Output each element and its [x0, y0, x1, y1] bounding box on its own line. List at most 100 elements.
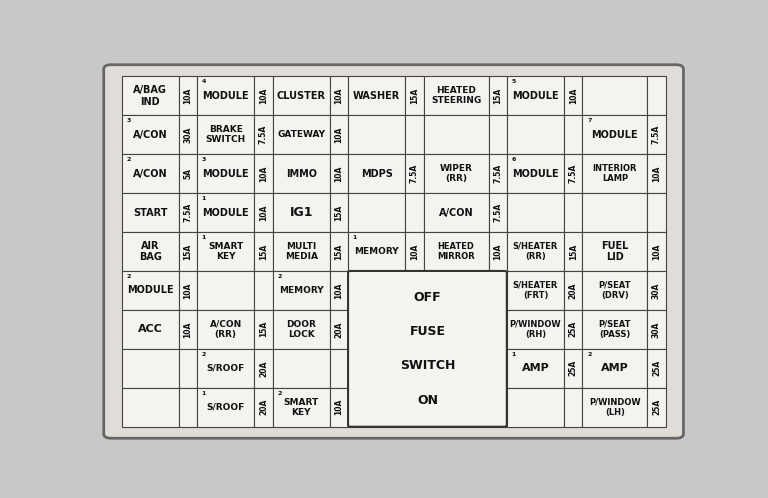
Bar [564, 349, 582, 388]
Bar [406, 115, 423, 154]
Bar [348, 193, 406, 232]
Text: IMMO: IMMO [286, 169, 316, 179]
Text: 1: 1 [202, 235, 206, 240]
Text: 25A: 25A [568, 360, 578, 376]
Bar [179, 388, 197, 427]
Text: 10A: 10A [334, 88, 343, 104]
Bar [507, 76, 564, 115]
Text: INTERIOR
LAMP: INTERIOR LAMP [593, 164, 637, 183]
Bar [423, 349, 488, 388]
Text: A/CON: A/CON [439, 208, 473, 218]
Text: WIPER
(RR): WIPER (RR) [439, 164, 472, 183]
Text: MODULE: MODULE [512, 91, 559, 101]
Text: 2: 2 [126, 274, 131, 279]
Bar [348, 76, 406, 115]
Bar [179, 115, 197, 154]
Text: P/SEAT
(DRV): P/SEAT (DRV) [598, 281, 631, 300]
Bar [423, 154, 488, 193]
Bar [197, 193, 254, 232]
Text: 6: 6 [511, 157, 516, 162]
Bar [254, 310, 273, 349]
Bar [197, 154, 254, 193]
Bar [647, 154, 666, 193]
Text: SWITCH: SWITCH [400, 360, 455, 373]
Text: CLUSTER: CLUSTER [276, 91, 326, 101]
Text: MODULE: MODULE [203, 91, 249, 101]
Text: S/ROOF: S/ROOF [207, 403, 245, 412]
Text: 1: 1 [353, 235, 357, 240]
Text: 30A: 30A [652, 282, 661, 299]
Bar [507, 310, 564, 349]
Bar [348, 232, 406, 271]
Bar [507, 154, 564, 193]
Text: 15A: 15A [334, 204, 343, 221]
Bar [197, 310, 254, 349]
Bar [121, 115, 179, 154]
Bar [329, 388, 348, 427]
Text: START: START [133, 208, 167, 218]
Text: 2: 2 [588, 352, 592, 357]
Bar [121, 349, 179, 388]
Bar [121, 76, 179, 115]
Bar [329, 271, 348, 310]
Bar [197, 76, 254, 115]
Text: 7.5A: 7.5A [184, 203, 193, 222]
Text: 10A: 10A [493, 244, 502, 259]
Bar [564, 310, 582, 349]
Bar [507, 193, 564, 232]
Text: 5A: 5A [184, 168, 193, 179]
Text: MODULE: MODULE [203, 169, 249, 179]
Bar [423, 76, 488, 115]
Text: P/WINDOW
(LH): P/WINDOW (LH) [589, 397, 641, 417]
Text: 10A: 10A [334, 399, 343, 415]
Bar [273, 388, 329, 427]
Bar [564, 154, 582, 193]
Bar [488, 349, 507, 388]
Bar [348, 115, 406, 154]
Text: DOOR
LOCK: DOOR LOCK [286, 320, 316, 339]
Text: 15A: 15A [184, 244, 193, 259]
Bar [179, 154, 197, 193]
Text: 1: 1 [202, 390, 206, 395]
Bar [348, 310, 406, 349]
Text: 10A: 10A [259, 204, 268, 221]
Text: 25A: 25A [568, 321, 578, 338]
Bar [564, 76, 582, 115]
Bar [254, 154, 273, 193]
Bar [423, 232, 488, 271]
Text: 7.5A: 7.5A [652, 125, 661, 144]
Text: 20A: 20A [568, 282, 578, 299]
Bar [647, 388, 666, 427]
Bar [507, 232, 564, 271]
Bar [121, 232, 179, 271]
Bar [197, 388, 254, 427]
Bar [647, 349, 666, 388]
Text: 10A: 10A [184, 282, 193, 299]
Text: 20A: 20A [259, 399, 268, 415]
Bar [582, 154, 647, 193]
Bar [406, 271, 423, 310]
Text: 10A: 10A [334, 126, 343, 143]
Text: 15A: 15A [259, 321, 268, 338]
Text: 20A: 20A [259, 360, 268, 376]
Text: 10A: 10A [184, 88, 193, 104]
FancyBboxPatch shape [104, 65, 684, 438]
Text: 10A: 10A [259, 88, 268, 104]
Text: 15A: 15A [493, 88, 502, 104]
Bar [647, 193, 666, 232]
Text: MODULE: MODULE [127, 285, 174, 295]
Bar [273, 154, 329, 193]
Bar [254, 115, 273, 154]
Text: ACC: ACC [137, 324, 163, 334]
Bar [647, 115, 666, 154]
Text: 10A: 10A [652, 244, 661, 259]
Bar [197, 115, 254, 154]
Bar [564, 388, 582, 427]
Text: 7.5A: 7.5A [410, 164, 419, 183]
Bar [507, 388, 564, 427]
Text: 7.5A: 7.5A [568, 164, 578, 183]
Bar [273, 115, 329, 154]
Text: 1: 1 [511, 352, 516, 357]
Text: 10A: 10A [410, 244, 419, 259]
Bar [423, 193, 488, 232]
